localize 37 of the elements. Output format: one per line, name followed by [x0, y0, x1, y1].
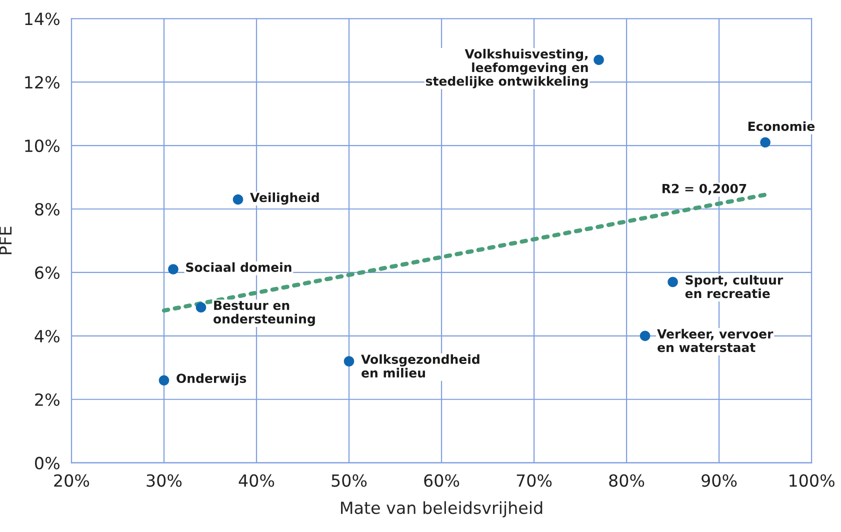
point: [640, 330, 650, 342]
point: [668, 276, 678, 288]
x-axis-title: Mate van beleidsvrijheid: [341, 501, 542, 518]
point: [232, 194, 244, 205]
annotation: Veiligheid: [250, 192, 319, 205]
y-tick-label: 10%: [25, 140, 60, 152]
x-tick-label: 50%: [332, 474, 367, 487]
point: [158, 375, 170, 386]
annotation: Volksgezondheid en milieu: [361, 354, 480, 378]
annotation: Sociaal domein: [186, 262, 292, 272]
x-tick-label: 100%: [790, 474, 834, 487]
x-tick-label: 20%: [54, 474, 90, 487]
y-tick-label: 8%: [35, 202, 60, 216]
y-tick-label: 4%: [34, 330, 60, 342]
point: [344, 356, 354, 366]
y-tick-label: 2%: [35, 393, 60, 406]
y-tick-label: 6%: [35, 266, 60, 280]
y-tick-label: 12%: [25, 76, 60, 89]
x-tick-label: 40%: [238, 474, 274, 487]
x-tick-label: 30%: [146, 474, 182, 487]
annotation: Verkeer, vervoer en waterstaat: [657, 328, 774, 352]
annotation: Sport, cultuur en recreatie: [685, 274, 784, 298]
x-tick-label: 60%: [424, 474, 460, 487]
annotation: Volkshuisvesting, leefomgeving en stedelijke ontwikkeling: [426, 48, 588, 88]
y-tick-label: 0%: [35, 456, 60, 470]
x-tick-label: 90%: [702, 474, 737, 487]
y-tick-label: 14%: [25, 12, 60, 26]
annotation: Onderwijs: [176, 373, 246, 386]
point: [168, 264, 178, 274]
point: [760, 137, 770, 148]
x-tick-label: 70%: [516, 474, 552, 487]
point: [594, 54, 604, 66]
point: [196, 302, 206, 313]
annotation: Economie: [748, 121, 815, 131]
annotation: R2 = 0,2007: [662, 184, 746, 195]
x-tick-label: 80%: [609, 474, 644, 487]
annotation: Bestuur en ondersteuning: [214, 300, 315, 326]
